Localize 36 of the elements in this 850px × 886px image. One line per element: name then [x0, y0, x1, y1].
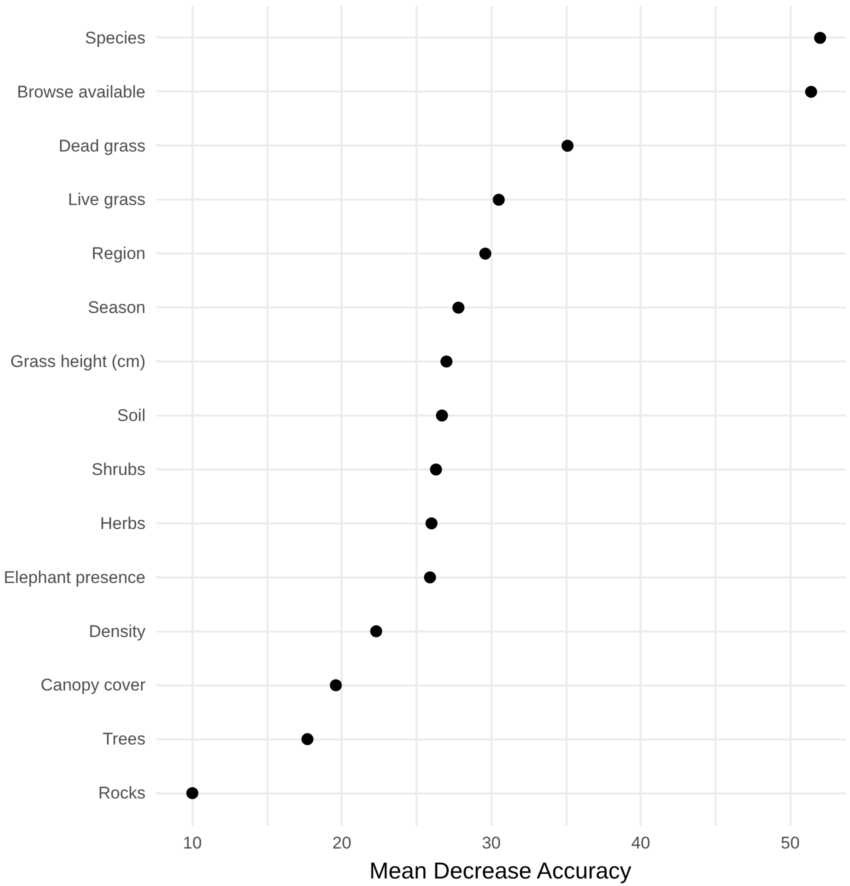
point — [479, 248, 492, 260]
y-tick-label: Herbs — [100, 514, 146, 533]
y-tick-label: Rocks — [98, 784, 146, 803]
x-tick-label: 10 — [182, 834, 202, 852]
point — [805, 86, 818, 98]
point — [426, 517, 438, 530]
x-tick-label: 40 — [631, 834, 650, 852]
x-tick-label: 50 — [780, 834, 800, 852]
x-axis-title: Mean Decrease Accuracy — [369, 858, 632, 884]
y-tick-label: Soil — [117, 406, 146, 425]
point — [562, 140, 574, 152]
y-tick-label: Species — [85, 28, 146, 48]
x-tick-label: 30 — [482, 834, 501, 852]
y-tick-label: Canopy cover — [40, 676, 146, 695]
y-tick-label: Shrubs — [92, 460, 146, 479]
point — [330, 679, 342, 692]
point — [370, 625, 382, 638]
y-tick-label: Season — [88, 298, 146, 318]
y-tick-label: Density — [88, 622, 146, 641]
y-tick-label: Trees — [102, 730, 146, 749]
point — [440, 356, 452, 368]
y-tick-label: Grass height (cm) — [10, 352, 146, 372]
point — [814, 32, 826, 44]
y-tick-label: Dead grass — [58, 136, 146, 156]
x-tick-label: 20 — [332, 834, 352, 852]
point — [424, 571, 436, 584]
y-tick-label: Browse available — [16, 82, 146, 102]
y-tick-label: Region — [92, 244, 146, 264]
point — [186, 787, 198, 800]
point — [430, 463, 442, 476]
y-tick-label: Elephant presence — [4, 568, 146, 587]
point — [492, 194, 505, 206]
point — [301, 733, 314, 746]
point — [452, 302, 464, 314]
point — [436, 410, 448, 422]
y-tick-label: Live grass — [68, 190, 146, 210]
